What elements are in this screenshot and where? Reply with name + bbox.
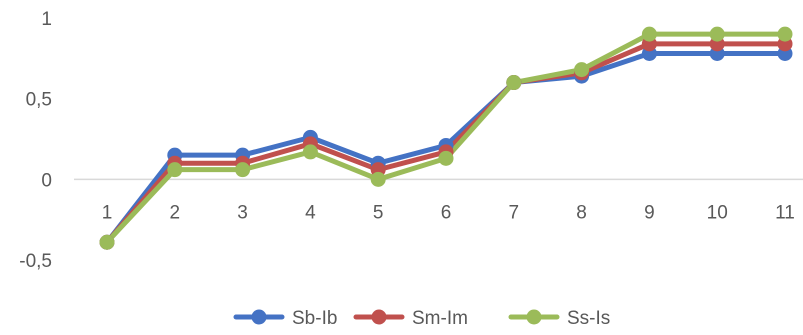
- legend-swatch-marker: [526, 309, 542, 325]
- x-tick-label: 7: [509, 202, 520, 223]
- data-point-ss-is: [641, 26, 657, 42]
- y-tick-label: 0,5: [26, 90, 52, 111]
- data-point-ss-is: [167, 162, 183, 178]
- x-tick-label: 4: [305, 202, 316, 223]
- data-point-ss-is: [574, 62, 590, 78]
- x-tick-label: 8: [576, 202, 587, 223]
- legend-label: Sb-Ib: [292, 308, 337, 329]
- y-tick-label: 0: [41, 170, 52, 191]
- x-tick-label: 3: [237, 202, 248, 223]
- data-point-ss-is: [438, 150, 454, 166]
- x-tick-label: 10: [707, 202, 728, 223]
- legend-swatch-marker: [371, 309, 387, 325]
- x-tick-label: 2: [170, 202, 181, 223]
- data-point-ss-is: [709, 26, 725, 42]
- x-tick-label: 1: [102, 202, 113, 223]
- x-tick-label: 6: [441, 202, 452, 223]
- y-tick-label: 1: [41, 9, 52, 30]
- legend-swatch-marker: [251, 309, 267, 325]
- x-tick-label: 11: [775, 202, 795, 223]
- data-point-ss-is: [370, 171, 386, 187]
- series-points: [99, 26, 793, 250]
- data-point-ss-is: [777, 26, 793, 42]
- legend-label: Ss-Is: [567, 308, 610, 329]
- x-tick-label: 5: [373, 202, 384, 223]
- y-tick-label: -0,5: [19, 251, 52, 272]
- y-axis-ticks: -0,5 0 0,5 1: [19, 9, 52, 272]
- data-point-ss-is: [99, 234, 115, 250]
- data-point-ss-is: [302, 144, 318, 160]
- data-point-ss-is: [235, 162, 251, 178]
- legend: Sb-Ib Sm-Im Ss-Is: [233, 308, 610, 329]
- x-tick-label: 9: [644, 202, 655, 223]
- legend-label: Sm-Im: [412, 308, 468, 329]
- x-axis-ticks: 1 2 3 4 5 6 7 8 9 10 11: [102, 202, 795, 223]
- data-point-ss-is: [506, 75, 522, 91]
